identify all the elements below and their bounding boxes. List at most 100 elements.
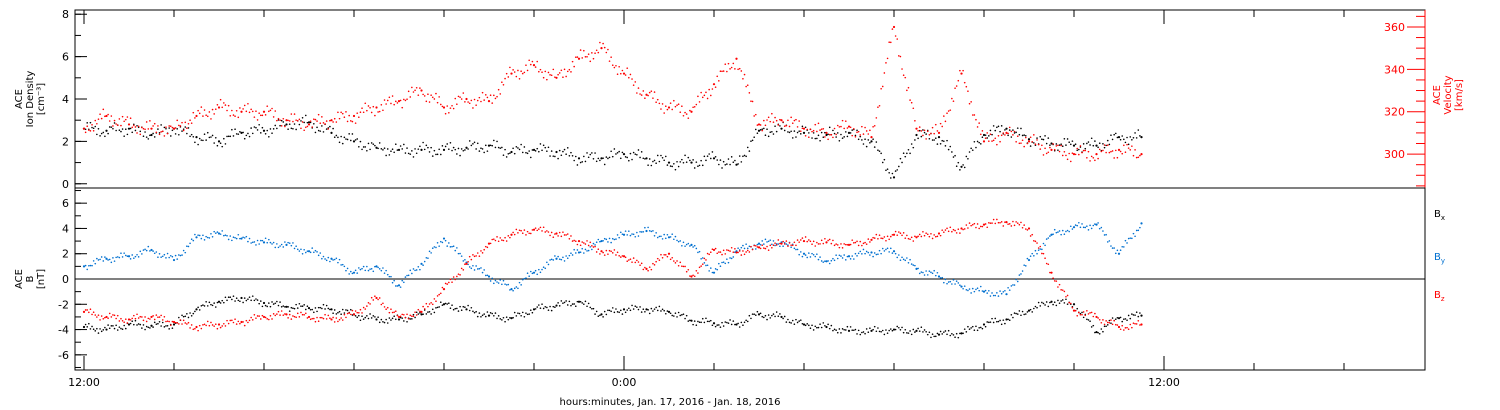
data-dot [881, 247, 884, 250]
data-dot [181, 323, 183, 325]
data-dot [992, 294, 995, 297]
data-dot [671, 108, 674, 111]
data-dot [684, 111, 686, 114]
data-dot [359, 308, 362, 311]
data-dot [851, 329, 854, 331]
data-dot [836, 257, 839, 260]
data-dot [317, 113, 320, 116]
data-dot [861, 331, 863, 334]
data-dot [761, 315, 764, 318]
data-dot [1079, 145, 1082, 147]
data-dot [165, 325, 167, 327]
data-dot [272, 241, 275, 244]
data-dot [538, 70, 540, 73]
data-dot [840, 332, 842, 334]
data-dot [284, 125, 286, 128]
data-dot [681, 314, 683, 316]
data-dot [581, 247, 584, 250]
data-dot [1087, 319, 1090, 321]
data-dot [1042, 154, 1045, 156]
data-dot [682, 241, 685, 244]
data-dot [951, 97, 953, 100]
data-point [442, 288, 446, 291]
data-dot [412, 268, 415, 270]
data-dot [1110, 245, 1112, 247]
data-dot [869, 141, 871, 144]
data-dot [436, 306, 439, 309]
data-dot [311, 247, 314, 249]
data-dot [796, 321, 799, 324]
data-dot [475, 255, 477, 257]
data-dot [190, 324, 193, 326]
data-dot [926, 130, 929, 133]
data-point [802, 127, 806, 130]
data-dot [197, 306, 199, 309]
data-dot [743, 253, 746, 256]
data-dot [730, 156, 733, 158]
data-dot [661, 256, 664, 259]
data-dot [986, 321, 989, 323]
series-bz [82, 218, 1143, 332]
data-dot [957, 79, 960, 82]
data-dot [313, 311, 315, 314]
data-dot [399, 99, 402, 102]
data-dot [505, 72, 508, 75]
data-dot [1089, 224, 1091, 227]
data-dot [1049, 144, 1051, 146]
data-dot [250, 108, 252, 111]
data-dot [989, 321, 992, 323]
data-dot [737, 322, 739, 325]
data-dot [147, 245, 150, 248]
data-dot [349, 308, 352, 311]
data-dot [531, 60, 534, 63]
data-dot [271, 107, 273, 110]
data-dot [1132, 154, 1135, 157]
data-point [82, 310, 86, 313]
data-dot [89, 308, 92, 311]
data-dot [268, 135, 270, 138]
data-dot [141, 316, 143, 318]
data-dot [547, 146, 550, 149]
data-dot [509, 316, 511, 319]
data-dot [722, 325, 725, 327]
data-dot [407, 90, 410, 93]
data-dot [1123, 318, 1125, 320]
data-dot [705, 91, 707, 94]
data-dot [836, 244, 839, 246]
data-dot [904, 76, 907, 79]
data-dot [245, 235, 248, 238]
data-dot [272, 313, 275, 315]
data-dot [229, 114, 232, 117]
data-dot [886, 332, 889, 334]
data-dot [255, 126, 257, 129]
data-dot [769, 244, 772, 247]
data-dot [820, 239, 823, 242]
data-point [150, 324, 153, 327]
data-dot [459, 252, 461, 255]
data-dot [650, 90, 653, 93]
data-dot [838, 328, 841, 330]
data-dot [489, 280, 492, 282]
data-dot [967, 90, 969, 92]
data-dot [616, 234, 619, 236]
data-dot [1020, 221, 1022, 224]
data-point [960, 227, 963, 230]
data-dot [91, 313, 93, 316]
data-dot [144, 328, 146, 331]
data-dot [999, 140, 1001, 143]
data-dot [1034, 143, 1037, 145]
data-dot [1045, 262, 1048, 265]
data-dot [414, 148, 416, 150]
data-dot [774, 315, 776, 318]
data-dot [538, 228, 540, 230]
data-dot [1037, 247, 1040, 249]
data-dot [693, 275, 696, 278]
data-dot [621, 313, 624, 315]
data-dot [695, 247, 698, 250]
data-dot [1081, 223, 1083, 225]
data-point [600, 47, 603, 50]
data-dot [722, 70, 725, 72]
data-dot [663, 254, 665, 256]
data-dot [981, 136, 984, 139]
data-dot [687, 320, 690, 322]
